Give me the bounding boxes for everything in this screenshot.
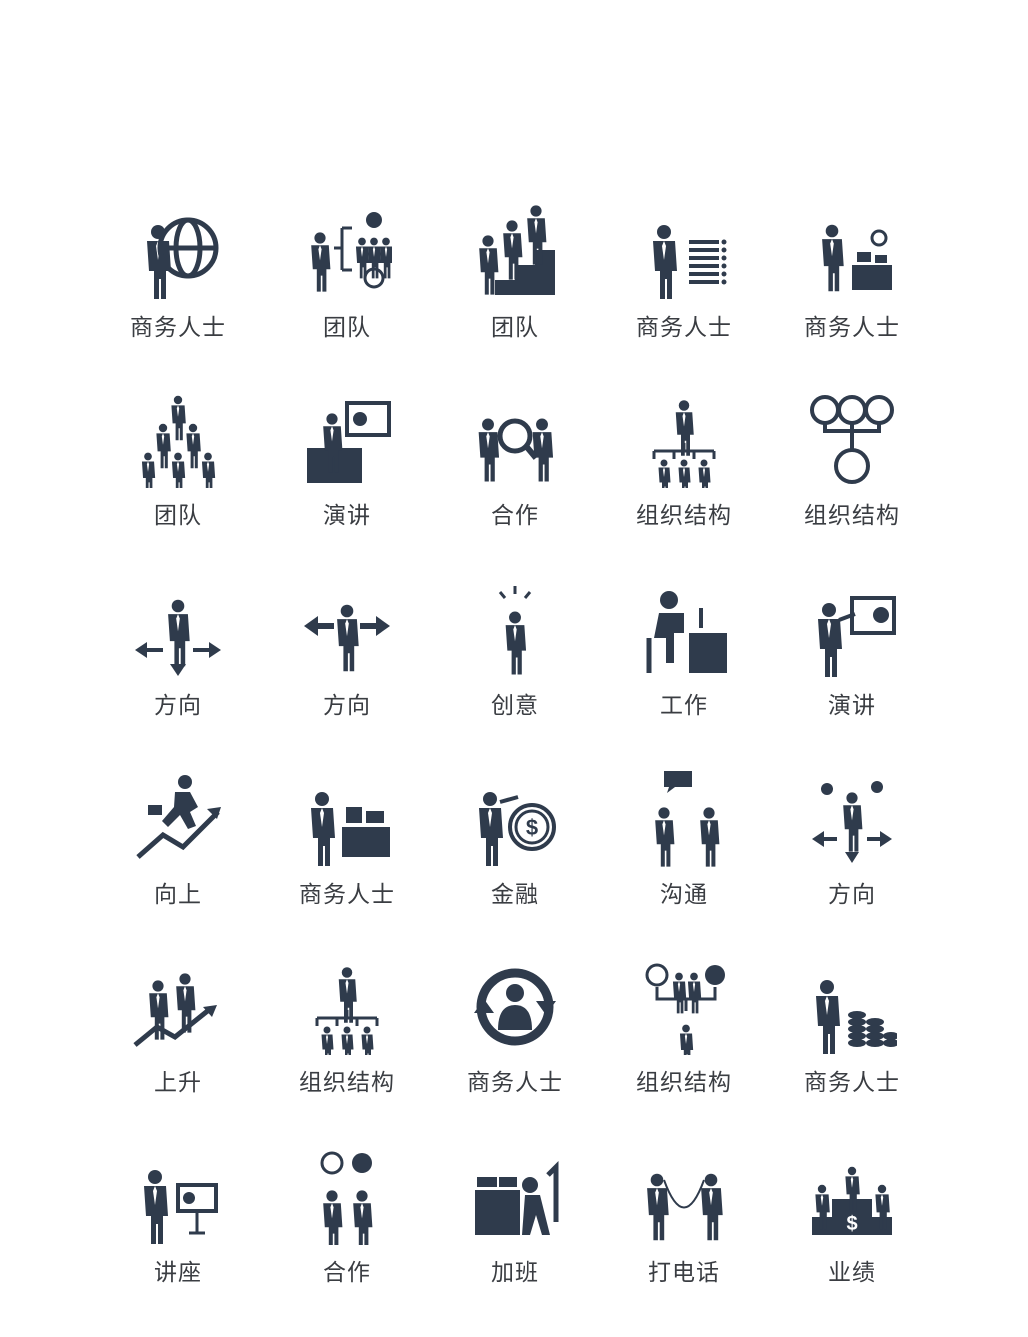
icon-tile: 团队 [440,200,590,350]
icon-label: 团队 [154,503,202,529]
cooperation-magnifier-icon [478,418,554,482]
icon-tile: 团队 [103,388,253,538]
direction-balance-icon [812,781,892,863]
team-tree-gear-icon [311,212,392,292]
icon-label: 打电话 [648,1260,720,1286]
team-stairs-icon [475,205,555,295]
businessman-cycle-icon [474,968,556,1046]
org-structure-icon [652,400,716,488]
icon-label: 团队 [491,315,539,341]
org-gears-icon [645,963,725,1055]
icon-tile: 向上 [103,767,253,917]
icon-label: 沟通 [660,882,708,908]
icon-tile: 创意 [440,578,590,728]
rising-team-icon [133,973,217,1047]
icon-label: 方向 [828,882,876,908]
icon-tile: 讲座 [103,1145,253,1295]
performance-podium-icon: $ [812,1166,892,1235]
icon-label: 方向 [323,693,371,719]
icon-tile: 组织结构 [609,955,759,1105]
icon-tile: 组织结构 [609,388,759,538]
icon-tile: 团队 [272,200,422,350]
businessman-coins-icon [816,980,897,1054]
icon-tile: 方向 [103,578,253,728]
icon-tile: 演讲 [272,388,422,538]
icon-label: 商务人士 [636,315,732,341]
icon-label: 团队 [323,315,371,341]
icon-label: 组织结构 [299,1070,395,1096]
businessman-globe-icon [147,217,219,299]
icon-tile: 组织结构 [777,388,927,538]
org-circles-icon [810,395,894,484]
icon-label: 演讲 [323,503,371,529]
finance-dollar-icon: $ [479,792,556,866]
businessman-checklist-icon [653,225,727,299]
businessman-desk-papers-icon [822,224,892,292]
icon-tile: 商务人士 [440,955,590,1105]
icon-label: 组织结构 [804,503,900,529]
icon-tile: 组织结构 [272,955,422,1105]
icon-label: 演讲 [828,693,876,719]
presentation-board-icon [818,596,896,677]
icon-tile: 打电话 [609,1145,759,1295]
direction-two-arrows-icon [304,604,390,672]
icon-tile: 合作 [272,1145,422,1295]
working-at-computer-icon [646,591,727,673]
phone-call-icon [647,1173,723,1241]
icon-tile: 合作 [440,388,590,538]
icon-label: 上升 [154,1070,202,1096]
icon-tile: 沟通 [609,767,759,917]
icon-tile: 商务人士 [103,200,253,350]
icon-label: 组织结构 [636,1070,732,1096]
icon-label: 合作 [323,1260,371,1286]
icon-label: 业绩 [828,1260,876,1286]
icon-label: 商务人士 [130,315,226,341]
icon-label: 商务人士 [467,1070,563,1096]
businessman-desk-icon [311,792,390,866]
icon-tile: 演讲 [777,578,927,728]
icon-label: 工作 [660,693,708,719]
icon-tile: 工作 [609,578,759,728]
running-up-icon [136,775,221,859]
lecture-board-icon [144,1170,218,1244]
overtime-tired-icon [475,1160,559,1235]
icon-label: 合作 [491,503,539,529]
icon-tile: 商务人士 [777,200,927,350]
icon-label: 向上 [154,882,202,908]
icon-tile: 方向 [272,578,422,728]
icon-label: 组织结构 [636,503,732,529]
direction-three-arrows-icon [135,599,221,676]
cooperation-gears-icon [320,1151,373,1245]
icon-label: 金融 [491,882,539,908]
icon-label: 创意 [491,693,539,719]
icon-tile: 商务人士 [609,200,759,350]
svg-text:$: $ [846,1213,857,1235]
icon-label: 讲座 [154,1260,202,1286]
communication-icon [655,771,720,867]
icon-tile: $ 业绩 [777,1145,927,1295]
icon-tile: 加班 [440,1145,590,1295]
icon-label: 加班 [491,1260,539,1286]
icon-label: 商务人士 [804,315,900,341]
icon-label: 商务人士 [299,882,395,908]
icon-tile: 上升 [103,955,253,1105]
icon-label: 方向 [154,693,202,719]
icon-tile: 商务人士 [777,955,927,1105]
svg-text:$: $ [526,815,538,840]
icon-tile: 方向 [777,767,927,917]
team-pyramid-icon [141,395,216,488]
icon-label: 商务人士 [804,1070,900,1096]
org-structure-icon [315,967,379,1055]
icon-tile: $ 金融 [440,767,590,917]
icon-tile: 商务人士 [272,767,422,917]
creative-idea-icon [498,586,532,675]
speech-podium-icon [307,401,391,483]
